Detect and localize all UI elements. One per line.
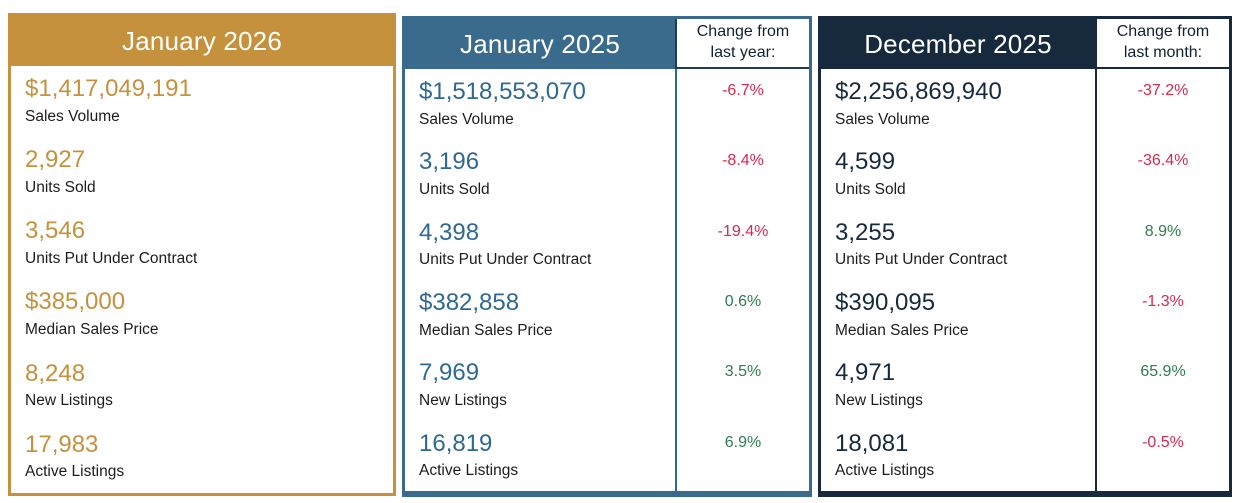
- stat-label: New Listings: [25, 392, 113, 410]
- stat-value: $390,095: [835, 289, 936, 316]
- stat-row: 16,819 Active Listings: [405, 421, 675, 491]
- stat-row: 17,983 Active Listings: [11, 422, 393, 493]
- stat-label: Sales Volume: [419, 110, 514, 128]
- change-value: -0.5%: [1095, 420, 1229, 491]
- stat-label: New Listings: [419, 391, 507, 409]
- change-value: 65.9%: [1095, 350, 1229, 421]
- stat-value: 8,248: [25, 359, 86, 387]
- stat-row: 3,196 Units Sold: [405, 139, 675, 209]
- change-column-header: Change from last month:: [1095, 19, 1229, 69]
- change-value: -36.4%: [1095, 139, 1229, 210]
- stat-row: $385,000 Median Sales Price: [11, 279, 393, 350]
- stat-label: Sales Volume: [25, 107, 120, 125]
- stat-row: 4,971 New Listings: [821, 350, 1095, 420]
- stat-label: Active Listings: [25, 463, 125, 481]
- stat-label: New Listings: [835, 391, 923, 409]
- stat-value: 3,255: [835, 218, 896, 246]
- change-value: 3.5%: [675, 350, 809, 421]
- stat-value: 4,599: [835, 148, 896, 176]
- stat-row: 4,599 Units Sold: [821, 139, 1095, 209]
- stat-label: Active Listings: [835, 462, 935, 480]
- change-value: -8.4%: [675, 139, 809, 210]
- change-value: -6.7%: [675, 69, 809, 140]
- change-column-header: Change from last year:: [675, 19, 809, 69]
- change-value: -37.2%: [1095, 69, 1229, 140]
- stat-value: 17,983: [25, 430, 99, 458]
- change-value: -19.4%: [675, 209, 809, 280]
- stat-value: 16,819: [419, 429, 493, 457]
- panel-header-prior-month: December 2025: [821, 19, 1095, 69]
- stat-row: 7,969 New Listings: [405, 350, 675, 420]
- stat-row: 4,398 Units Put Under Contract: [405, 210, 675, 280]
- panel-title: December 2025: [864, 28, 1052, 59]
- stat-row: 3,255 Units Put Under Contract: [821, 210, 1095, 280]
- stat-row: $1,417,049,191 Sales Volume: [11, 66, 393, 137]
- panel-current-month: January 2026 $1,417,049,191 Sales Volume…: [8, 13, 396, 496]
- stat-label: Median Sales Price: [419, 321, 553, 339]
- stat-value: $2,256,869,940: [835, 78, 1002, 105]
- panel-title: January 2026: [122, 25, 282, 56]
- stat-row: $1,518,553,070 Sales Volume: [405, 69, 675, 139]
- stat-value: $382,858: [419, 289, 520, 316]
- stat-label: Active Listings: [419, 462, 519, 480]
- stat-label: Median Sales Price: [25, 321, 159, 339]
- stat-row: $390,095 Median Sales Price: [821, 280, 1095, 350]
- change-value: 8.9%: [1095, 209, 1229, 280]
- panel-prior-month: December 2025 Change from last month: $2…: [818, 16, 1232, 497]
- stat-value: 2,927: [25, 146, 86, 174]
- change-value: 6.9%: [675, 420, 809, 491]
- stat-label: Units Put Under Contract: [25, 249, 198, 267]
- stat-label: Sales Volume: [835, 110, 930, 128]
- panel-title: January 2025: [460, 28, 620, 59]
- panel-header-current-month: January 2026: [11, 16, 393, 66]
- stat-label: Median Sales Price: [835, 321, 969, 339]
- stat-row: 2,927 Units Sold: [11, 137, 393, 208]
- stat-row: 18,081 Active Listings: [821, 421, 1095, 491]
- panel-prior-year: January 2025 Change from last year: $1,5…: [402, 16, 812, 497]
- stat-value: 18,081: [835, 429, 909, 457]
- stat-row: $382,858 Median Sales Price: [405, 280, 675, 350]
- stat-value: 4,971: [835, 359, 896, 387]
- stat-value: $385,000: [25, 288, 126, 316]
- stat-label: Units Put Under Contract: [835, 251, 1008, 269]
- stat-label: Units Sold: [419, 180, 490, 198]
- stat-row: 3,546 Units Put Under Contract: [11, 208, 393, 279]
- panel-header-prior-year: January 2025: [405, 19, 675, 69]
- stat-value: $1,417,049,191: [25, 75, 192, 102]
- change-value: -1.3%: [1095, 280, 1229, 351]
- stat-label: Units Sold: [835, 180, 906, 198]
- stat-value: 4,398: [419, 218, 480, 246]
- stat-value: 3,546: [25, 217, 86, 245]
- stat-value: 7,969: [419, 359, 480, 387]
- stat-value: 3,196: [419, 148, 480, 176]
- stat-row: $2,256,869,940 Sales Volume: [821, 69, 1095, 139]
- stat-row: 8,248 New Listings: [11, 351, 393, 422]
- stat-label: Units Sold: [25, 178, 96, 196]
- stat-label: Units Put Under Contract: [419, 251, 592, 269]
- change-value: 0.6%: [675, 280, 809, 351]
- stat-value: $1,518,553,070: [419, 78, 586, 105]
